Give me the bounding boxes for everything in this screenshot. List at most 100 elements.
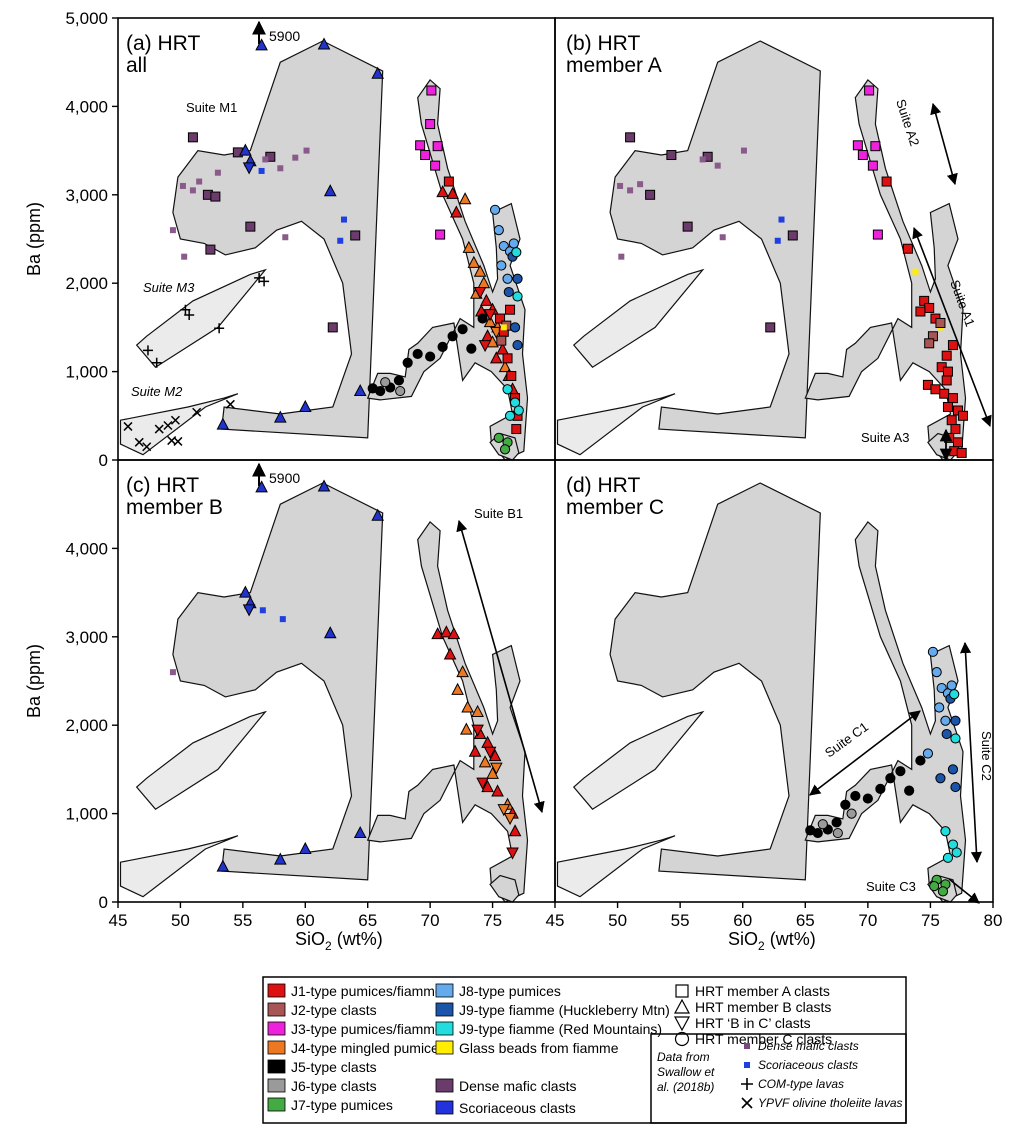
data-point: [134, 437, 144, 447]
legend-data-label: Dense mafic clasts: [758, 1039, 859, 1053]
data-point: [375, 385, 386, 397]
data-point: [508, 824, 522, 837]
x-tick-label: 65: [358, 911, 377, 930]
data-point: [443, 176, 454, 187]
x-axis-title-sub: 2: [325, 939, 332, 953]
legend-data-marker: [744, 1062, 750, 1068]
data-point: [478, 340, 492, 353]
legend-swatch: [435, 1100, 454, 1115]
legend-label: Glass beads from fiamme: [459, 1040, 619, 1056]
data-point: [340, 216, 347, 223]
offscale-label-a: 5900: [269, 28, 300, 44]
data-point: [402, 357, 413, 368]
data-point: [216, 859, 230, 872]
data-point: [503, 813, 517, 826]
data-point: [181, 253, 188, 260]
data-point: [277, 165, 284, 172]
data-point: [184, 310, 195, 321]
data-point: [500, 324, 507, 331]
legend-data-label: YPVF olivine tholeiite lavas: [758, 1096, 903, 1110]
x-axis-title-right: SiO2 (wt%): [728, 929, 816, 953]
panel-c-title-2: member B: [126, 496, 223, 519]
data-point: [214, 169, 221, 176]
data-point: [931, 667, 942, 678]
data-point: [142, 345, 153, 356]
data-point: [259, 607, 266, 614]
legend-data-label: COM-type lavas: [758, 1077, 844, 1091]
data-point: [467, 255, 481, 268]
suite-a1-arrow: [912, 226, 992, 428]
legend-shape-label: HRT member C clasts: [695, 1031, 832, 1047]
data-point: [426, 85, 437, 96]
data-point: [239, 585, 252, 598]
data-point: [151, 357, 162, 368]
field-suite-m3: [135, 268, 268, 368]
y-tick-label: 5,000: [65, 9, 108, 28]
legend: J1-type pumices/fiamme J2-type clasts J3-t…: [262, 976, 907, 1124]
legend-shape-label: HRT ‘B in C’ clasts: [695, 1015, 811, 1031]
data-point: [431, 627, 444, 640]
y-tick-label: 1,000: [65, 363, 108, 382]
data-point: [812, 827, 823, 839]
data-point: [473, 264, 487, 277]
data-point: [852, 140, 863, 151]
data-point: [940, 826, 951, 837]
data-point: [502, 273, 513, 284]
legend-swatch: [435, 1021, 454, 1036]
data-point: [885, 773, 896, 784]
legend-data-label: Scoriaceous clasts: [758, 1058, 858, 1072]
data-point: [258, 167, 265, 174]
offscale-label-c: 5900: [269, 470, 300, 486]
data-point: [904, 785, 915, 796]
legend-swatch: [267, 1040, 286, 1055]
x-tick-label: 45: [109, 911, 128, 930]
data-point: [477, 313, 488, 324]
data-point: [437, 341, 448, 352]
panel-c-title-1: (c) HRT: [126, 474, 199, 497]
legend-shape-triangle: [673, 998, 691, 1014]
data-point: [912, 268, 919, 275]
data-point: [942, 852, 954, 863]
data-point: [457, 324, 468, 335]
legend-label: J9-type fiamme (Red Mountains): [459, 1021, 662, 1037]
legend-swatch: [435, 983, 454, 998]
suite-b1-arrow: [456, 519, 545, 814]
data-point: [350, 230, 361, 241]
data-point: [895, 766, 906, 777]
data-point: [443, 647, 457, 660]
legend-data-marker-plus: [741, 1078, 753, 1090]
data-point: [637, 181, 644, 188]
data-point: [929, 880, 940, 892]
data-point: [956, 447, 967, 458]
legend-label: J5-type clasts: [291, 1059, 377, 1075]
suite-a2-arrow: [930, 102, 958, 186]
data-point: [496, 260, 507, 271]
data-point: [323, 184, 337, 197]
data-point: [420, 150, 431, 161]
panel-d-title-2: member C: [566, 496, 664, 519]
y-tick-label: 1,000: [65, 805, 108, 824]
data-point: [940, 715, 951, 726]
suite-c3-label: Suite C3: [866, 879, 916, 894]
data-point: [508, 238, 519, 249]
x-axis-title-left: SiO2 (wt%): [295, 929, 383, 953]
data-point: [123, 421, 133, 431]
field-suite-c3: [489, 874, 520, 903]
data-point: [450, 205, 463, 218]
data-point: [881, 176, 892, 187]
data-point: [214, 323, 225, 334]
panel-d-frame: [554, 459, 994, 903]
data-point: [714, 162, 721, 169]
suite-a3-label: Suite A3: [861, 430, 909, 445]
data-point: [787, 230, 798, 241]
data-point: [480, 293, 493, 306]
data-point: [951, 847, 962, 858]
legend-swatch: [267, 1078, 286, 1093]
field-suite-m3: [572, 710, 705, 810]
field-suite-m1: [172, 482, 384, 881]
legend-swatch: [267, 983, 286, 998]
data-point: [446, 186, 459, 199]
data-point: [180, 304, 191, 315]
y-axis-title-top: Ba (ppm): [24, 202, 44, 276]
